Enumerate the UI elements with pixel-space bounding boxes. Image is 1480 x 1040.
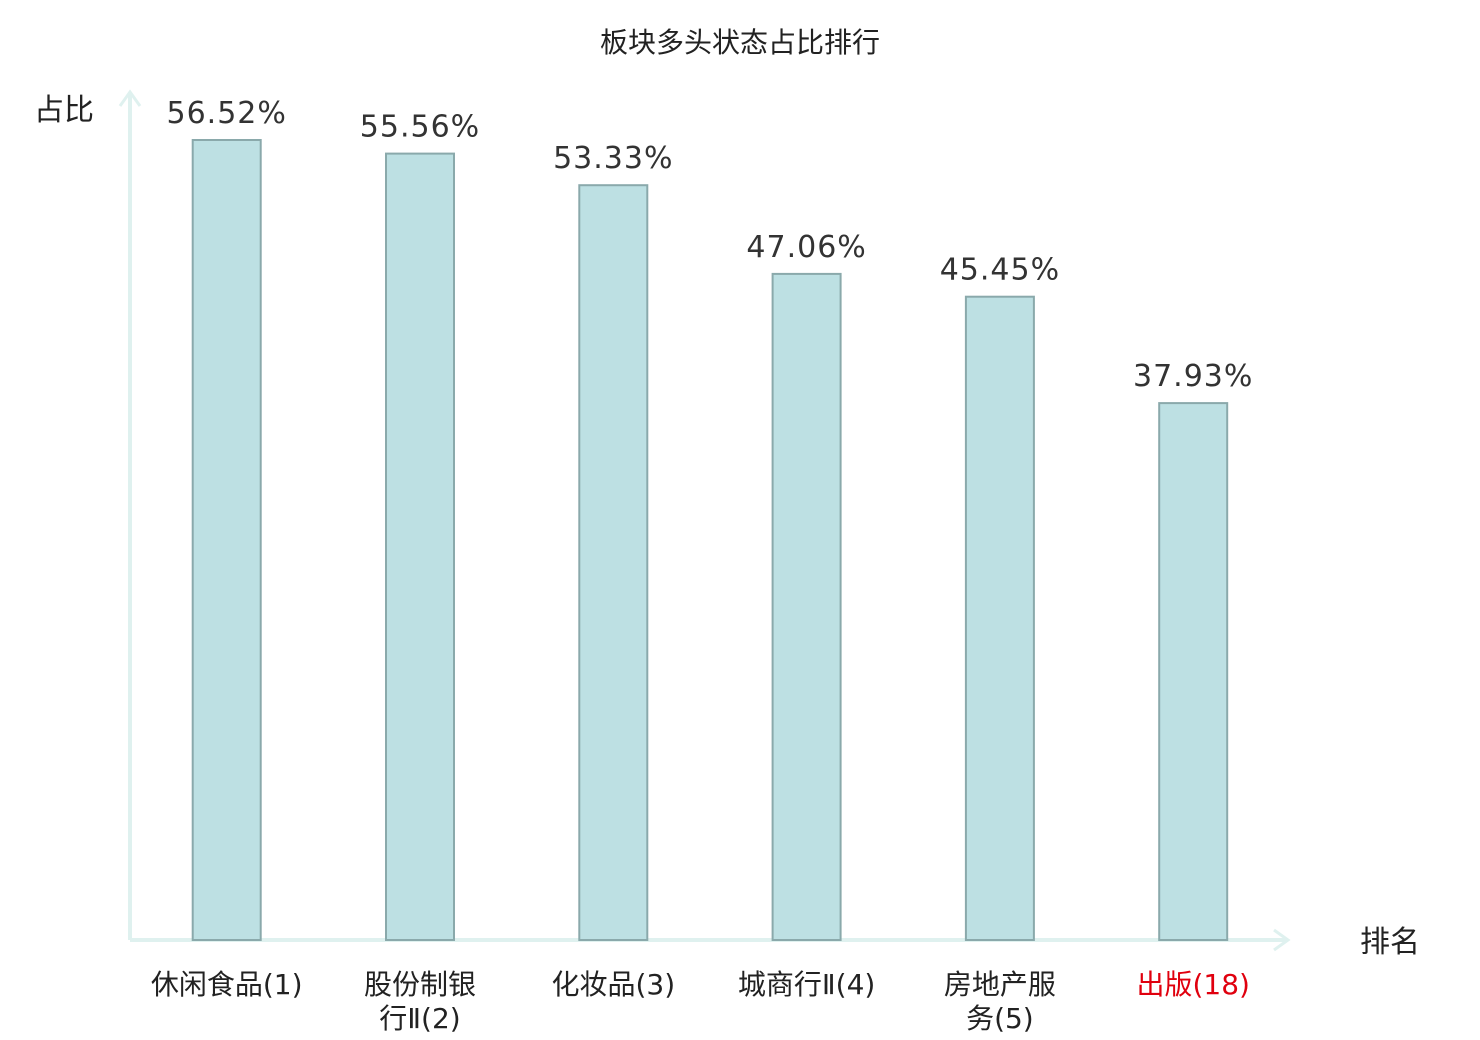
chart-title: 板块多头状态占比排行	[600, 26, 880, 59]
x-axis-arrow-icon	[1273, 928, 1291, 952]
category-label-line: 务(5)	[966, 1002, 1034, 1035]
x-axis-label: 排名	[1360, 925, 1420, 960]
value-label: 37.93%	[1133, 359, 1253, 394]
category-label: 出版(18)	[1136, 968, 1249, 1001]
category-label: 城商行Ⅱ(4)	[738, 968, 875, 1001]
bar	[191, 139, 262, 941]
bar	[385, 152, 455, 942]
bar	[771, 272, 842, 941]
category-label-line: 房地产服	[944, 968, 1056, 1001]
category-labels-group: 休闲食品(1) 股份制银行Ⅱ(2) 化妆品(3) 城商行Ⅱ(4) 房地产服务(5) 出版(…	[151, 968, 1250, 1035]
bar	[1158, 402, 1229, 942]
category-label-line: 化妆品(3)	[551, 968, 675, 1001]
value-label: 45.45%	[940, 253, 1060, 288]
category-label-line: 休闲食品(1)	[151, 968, 303, 1001]
category-label: 股份制银行Ⅱ(2)	[364, 968, 476, 1035]
bar	[578, 184, 649, 941]
category-label: 化妆品(3)	[551, 968, 675, 1001]
value-label: 53.33%	[553, 141, 673, 176]
value-label: 56.52%	[167, 96, 287, 131]
category-label-line: 股份制银	[364, 968, 476, 1001]
category-label-line: 城商行Ⅱ(4)	[738, 968, 875, 1001]
category-label-line: 出版(18)	[1136, 968, 1249, 1001]
value-label: 47.06%	[746, 230, 866, 265]
value-labels-group: 56.52% 55.56% 53.33% 47.06% 45.45% 37.93%	[167, 96, 1253, 394]
axes	[118, 89, 1291, 952]
category-label: 休闲食品(1)	[151, 968, 303, 1001]
bar	[964, 295, 1035, 941]
category-label: 房地产服务(5)	[944, 968, 1056, 1035]
bars-group	[191, 139, 1229, 942]
value-label: 55.56%	[360, 110, 480, 145]
category-label-line: 行Ⅱ(2)	[379, 1002, 460, 1035]
y-axis-label: 占比	[34, 93, 94, 128]
y-axis-arrow-icon	[118, 89, 142, 107]
